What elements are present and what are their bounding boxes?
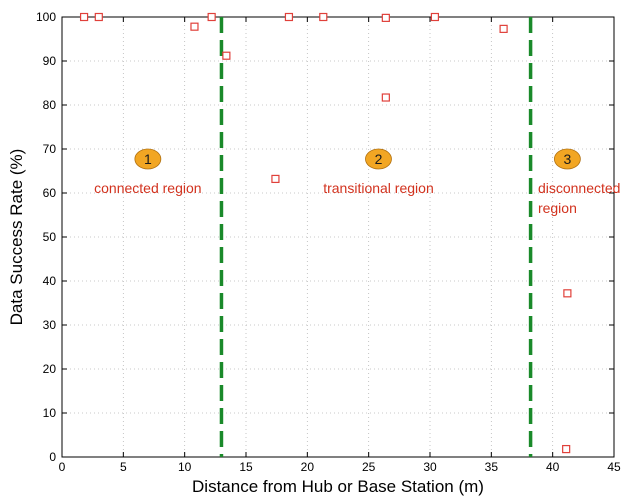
y-tick-labels: 0 10 20 30 40 50 60 70 80 90 100: [36, 10, 56, 464]
data-point: [381, 93, 390, 102]
y-tick-label: 100: [36, 10, 56, 24]
region-number: 1: [144, 151, 152, 167]
y-axis-title: Data Success Rate (%): [7, 149, 26, 326]
data-point: [222, 51, 231, 60]
y-tick-label: 80: [43, 98, 57, 112]
data-point: [499, 24, 508, 33]
data-point: [190, 22, 199, 31]
x-tick-label: 15: [239, 460, 253, 474]
region-annotations: 1 connected region 2 transitional region 3 di…: [94, 148, 621, 216]
x-tick-labels: 0 5 10 15 20 25 30 35 40 45: [59, 460, 621, 474]
x-axis-title: Distance from Hub or Base Station (m): [192, 477, 484, 496]
y-tick-label: 20: [43, 362, 57, 376]
y-tick-label: 0: [49, 450, 56, 464]
region-number: 3: [563, 151, 571, 167]
data-points: [79, 12, 572, 454]
x-tick-label: 30: [423, 460, 437, 474]
data-point: [562, 444, 571, 454]
y-tick-label: 60: [43, 186, 57, 200]
data-point: [271, 174, 280, 184]
data-point: [94, 12, 103, 22]
region-badge: [365, 148, 392, 170]
region-badge: [134, 148, 162, 170]
y-tick-label: 90: [43, 54, 57, 68]
x-tick-label: 45: [607, 460, 621, 474]
x-tick-label: 10: [178, 460, 192, 474]
region-label: region: [538, 200, 577, 216]
region-badge: [553, 148, 581, 170]
region-label: disconnected: [538, 180, 621, 196]
x-tick-label: 5: [120, 460, 127, 474]
data-point: [319, 12, 328, 22]
region-number: 2: [375, 151, 383, 167]
region-boundaries: [219, 17, 533, 457]
data-point: [563, 289, 572, 298]
x-tick-label: 35: [485, 460, 499, 474]
x-tick-label: 0: [59, 460, 66, 474]
data-point: [381, 13, 390, 22]
region-label: connected region: [94, 180, 201, 196]
data-point: [207, 12, 216, 22]
y-tick-label: 10: [43, 406, 57, 420]
x-tick-label: 25: [362, 460, 376, 474]
x-tick-label: 20: [301, 460, 315, 474]
y-tick-label: 70: [43, 142, 57, 156]
x-tick-label: 40: [546, 460, 560, 474]
axis-ticks: [61, 16, 615, 458]
data-point: [79, 12, 89, 22]
y-tick-label: 30: [43, 318, 57, 332]
data-point: [430, 12, 440, 22]
region-label: transitional region: [323, 180, 434, 196]
data-point: [284, 12, 294, 22]
y-tick-label: 40: [43, 274, 57, 288]
y-tick-label: 50: [43, 230, 57, 244]
grid: [62, 17, 614, 457]
